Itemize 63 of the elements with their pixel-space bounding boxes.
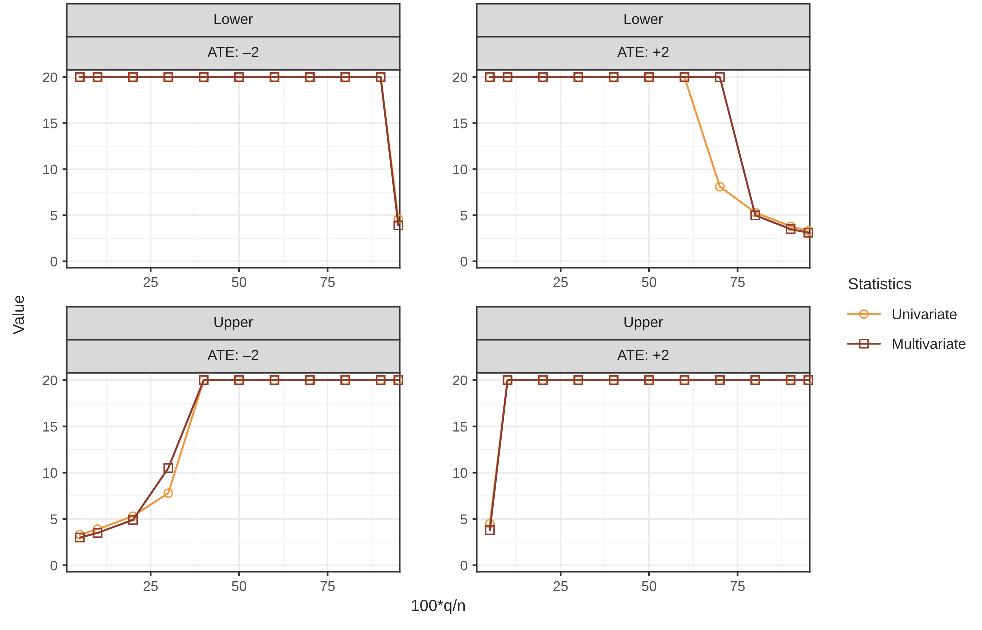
point bbox=[164, 463, 174, 474]
x-axis-title: 100*q/n bbox=[412, 600, 465, 614]
x-tick-label: 75 bbox=[320, 278, 335, 288]
y-tick-label: 15 bbox=[454, 422, 468, 432]
point bbox=[75, 530, 85, 540]
point bbox=[394, 214, 404, 224]
chart-title: Lower bbox=[214, 14, 254, 24]
chart-subtitle: ATE: +2 bbox=[618, 350, 669, 360]
y-tick-label: 20 bbox=[43, 376, 58, 386]
y-tick-label: 20 bbox=[43, 72, 58, 83]
y-tick-label: 0 bbox=[50, 560, 58, 571]
y-tick-label: 15 bbox=[44, 422, 58, 432]
y-tick-label: 10 bbox=[454, 164, 468, 175]
point bbox=[92, 524, 103, 534]
x-tick-label: 75 bbox=[730, 582, 745, 592]
y-tick-label: 5 bbox=[50, 210, 58, 221]
point bbox=[75, 532, 85, 543]
point bbox=[164, 488, 174, 498]
y-tick-label: 10 bbox=[44, 164, 58, 175]
y-tick-label: 0 bbox=[50, 256, 58, 267]
chart-title: Upper bbox=[214, 317, 254, 330]
chart-title: Lower bbox=[624, 14, 664, 24]
point bbox=[92, 528, 103, 538]
point bbox=[750, 208, 760, 218]
point bbox=[715, 182, 725, 192]
chart-subtitle: ATE: –2 bbox=[208, 350, 259, 360]
x-tick-label: 50 bbox=[232, 581, 247, 592]
x-tick-label: 50 bbox=[232, 277, 247, 288]
y-tick-label: 0 bbox=[460, 560, 468, 571]
point bbox=[750, 210, 760, 220]
x-tick-label: 50 bbox=[642, 277, 657, 288]
point bbox=[128, 515, 138, 526]
point bbox=[394, 220, 404, 230]
x-tick-label: 75 bbox=[730, 278, 745, 288]
y-tick-label: 20 bbox=[453, 72, 468, 83]
y-tick-label: 20 bbox=[453, 376, 468, 386]
x-tick-label: 25 bbox=[144, 277, 158, 288]
x-tick-label: 25 bbox=[554, 581, 568, 592]
y-tick-label: 15 bbox=[454, 118, 468, 129]
x-tick-label: 25 bbox=[554, 277, 568, 288]
y-tick-label: 15 bbox=[44, 118, 58, 129]
point bbox=[485, 525, 495, 536]
legend-label: Univariate bbox=[893, 308, 957, 320]
point bbox=[715, 72, 725, 82]
y-tick-label: 5 bbox=[50, 514, 58, 524]
legend-title: Statistics bbox=[848, 278, 912, 290]
y-tick-label: 10 bbox=[454, 468, 468, 478]
x-tick-label: 25 bbox=[144, 581, 158, 592]
chart-title: Upper bbox=[624, 317, 664, 330]
chart-subtitle: ATE: –2 bbox=[208, 47, 259, 58]
x-tick-label: 75 bbox=[320, 582, 335, 592]
x-tick-label: 50 bbox=[642, 581, 657, 592]
y-axis-title: Value bbox=[12, 296, 24, 335]
y-tick-label: 0 bbox=[460, 256, 468, 267]
y-tick-label: 5 bbox=[460, 514, 468, 524]
point bbox=[485, 519, 495, 529]
y-tick-label: 10 bbox=[44, 468, 58, 478]
point bbox=[786, 222, 796, 232]
point bbox=[786, 224, 796, 234]
point bbox=[128, 512, 138, 522]
legend-label: Multivariate bbox=[893, 338, 966, 350]
chart-subtitle: ATE: +2 bbox=[618, 47, 669, 58]
y-tick-label: 5 bbox=[460, 210, 468, 221]
